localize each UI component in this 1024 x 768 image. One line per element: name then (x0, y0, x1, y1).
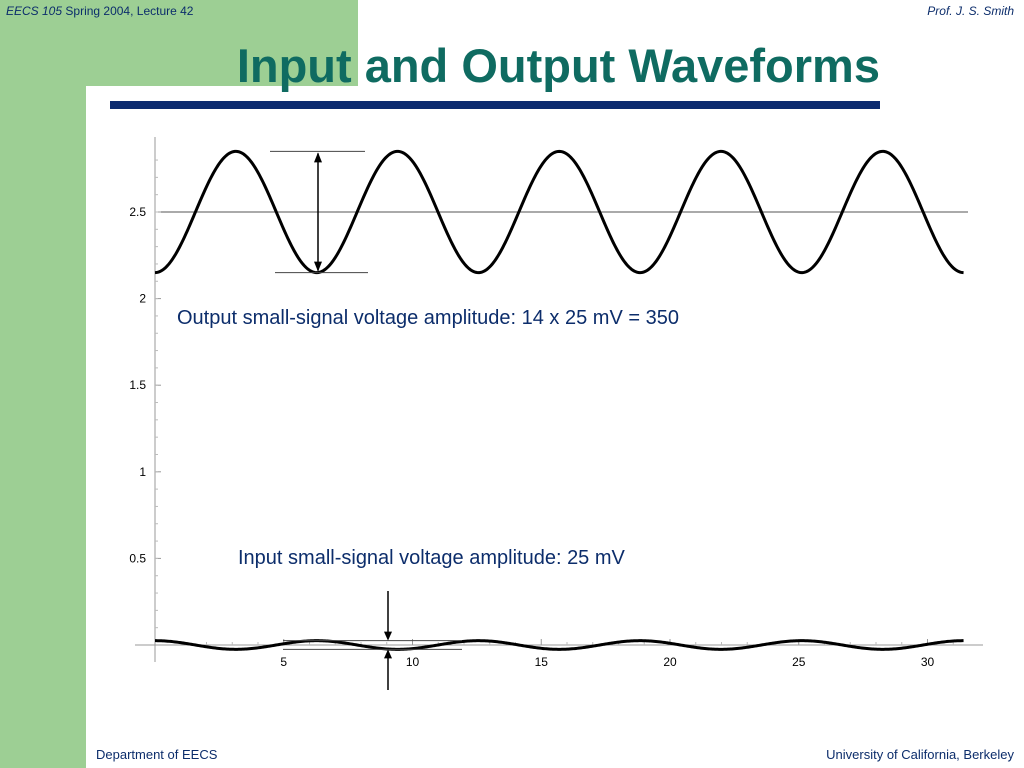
footer-department: Department of EECS (96, 747, 218, 762)
course-code: EECS 105 (6, 4, 63, 18)
input-waveform (154, 639, 964, 651)
header-author: Prof. J. S. Smith (927, 4, 1014, 18)
arrow-head-down (314, 261, 322, 272)
y-tick-label: 2 (139, 292, 146, 306)
x-tick-label: 30 (921, 655, 935, 669)
x-tick-label: 10 (406, 655, 420, 669)
header-course-info: EECS 105 Spring 2004, Lecture 42 (6, 4, 193, 18)
input-amplitude-annotation: Input small-signal voltage amplitude: 25… (238, 547, 626, 569)
output-waveform (154, 149, 964, 275)
y-tick-label: 1.5 (129, 378, 146, 392)
left-accent-bar (0, 0, 86, 768)
top-accent-bar (0, 0, 358, 86)
footer-university: University of California, Berkeley (826, 747, 1014, 762)
x-tick-label: 15 (535, 655, 549, 669)
curves-layer (154, 149, 964, 651)
title-underline (110, 101, 880, 109)
x-tick-label: 5 (280, 655, 287, 669)
amplitude-markers-layer (270, 150, 462, 690)
lecture-info: Spring 2004, Lecture 42 (65, 4, 194, 18)
input-arrow-head-up (384, 649, 392, 659)
y-tick-label: 2.5 (129, 205, 146, 219)
axes-layer: 0.5 1 1.5 2 2.5 5 10 15 20 25 30 (129, 137, 983, 669)
y-tick-label: 1 (139, 465, 146, 479)
output-amplitude-annotation: Output small-signal voltage amplitude: 1… (177, 307, 679, 329)
input-arrow-head-down (384, 631, 392, 641)
y-tick-label: 0.5 (129, 551, 146, 565)
arrow-head-up (314, 152, 322, 163)
slide-title: Input and Output Waveforms (236, 39, 880, 92)
x-tick-label: 25 (792, 655, 806, 669)
x-tick-label: 20 (663, 655, 677, 669)
